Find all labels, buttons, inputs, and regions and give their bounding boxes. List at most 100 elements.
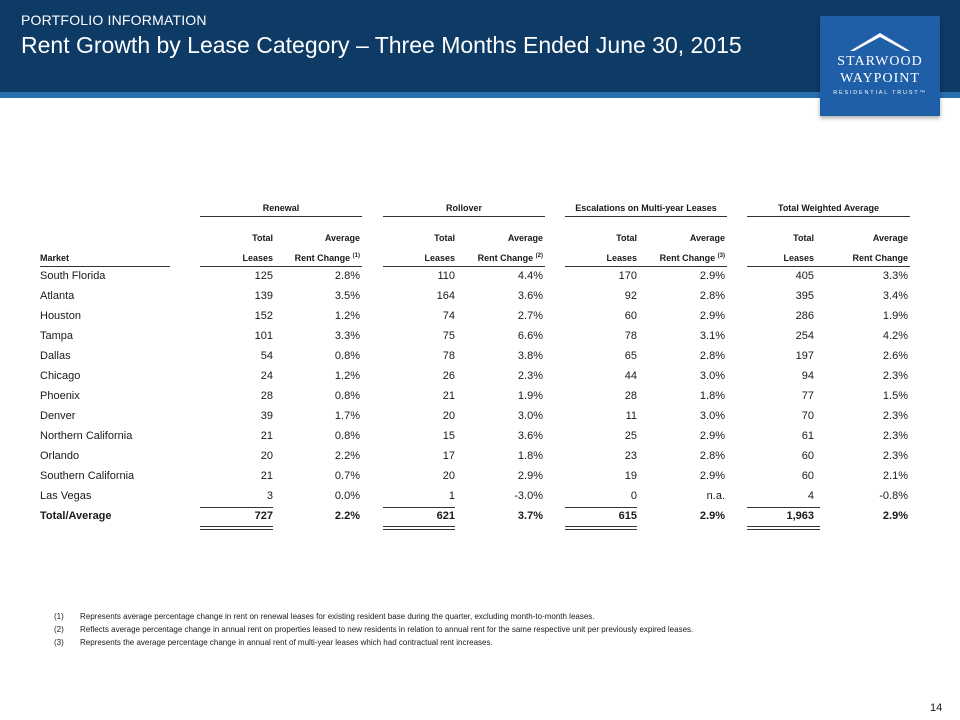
column-header-top: Average (872, 233, 908, 243)
table-cell: 1 (448, 490, 455, 502)
table-cell: 170 (618, 270, 637, 282)
column-header-top: Average (324, 233, 360, 243)
table-cell: 1.9% (517, 390, 543, 402)
footnote-number: (2) (54, 625, 64, 634)
table-cell: 70 (801, 410, 814, 422)
table-cell: 92 (624, 290, 637, 302)
table-cell: 21 (442, 390, 455, 402)
table-cell: 74 (442, 310, 455, 322)
table-cell: 3.6% (517, 430, 543, 442)
table-cell: 3.0% (699, 370, 725, 382)
market-name: Houston (40, 310, 81, 322)
table-cell: 75 (442, 330, 455, 342)
table-cell: 4.4% (517, 270, 543, 282)
column-header-bottom: Leases (173, 253, 273, 263)
market-name: Chicago (40, 370, 81, 382)
group-underline (200, 216, 362, 217)
table-cell: n.a. (706, 490, 725, 502)
table-cell: 54 (260, 350, 273, 362)
column-header-bottom: Leases (537, 253, 637, 263)
footnote-number: (3) (54, 638, 64, 647)
logo-line-3: RESIDENTIAL TRUST™ (833, 90, 927, 96)
roof-icon (850, 33, 910, 51)
total-single-underline (747, 507, 820, 508)
table-cell: 28 (624, 390, 637, 402)
footnote-text: Represents average percentage change in … (80, 612, 595, 621)
logo-line-2: WAYPOINT (840, 71, 920, 86)
page-number: 14 (930, 702, 943, 714)
group-header: Total Weighted Average (777, 203, 880, 213)
footnote-ref: (1) (352, 253, 360, 259)
column-header-bottom: Rent Change (808, 253, 908, 263)
table-cell: 0.7% (334, 470, 360, 482)
total-single-underline (200, 507, 273, 508)
group-header: Renewal (262, 203, 300, 213)
total-cell: 615 (618, 510, 637, 522)
table-cell: 2.3% (882, 410, 908, 422)
footnote-ref: (3) (717, 253, 725, 259)
table-cell: 2.9% (699, 270, 725, 282)
table-cell: 78 (442, 350, 455, 362)
table-cell: 101 (254, 330, 273, 342)
column-header-label: Rent Change (659, 253, 716, 263)
group-header: Rollover (445, 203, 482, 213)
column-header-bottom: Leases (355, 253, 455, 263)
footnote-text: Represents the average percentage change… (80, 638, 493, 647)
table-cell: 3.1% (699, 330, 725, 342)
table-cell: 3.5% (334, 290, 360, 302)
column-header-bottom: Rent Change (2) (443, 253, 543, 263)
total-cell: 2.9% (882, 510, 908, 522)
table-cell: 164 (436, 290, 455, 302)
column-header-label: Rent Change (294, 253, 351, 263)
table-cell: 77 (801, 390, 814, 402)
table-cell: 60 (624, 310, 637, 322)
table-cell: 395 (795, 290, 814, 302)
table-cell: 20 (442, 410, 455, 422)
table-cell: 25 (624, 430, 637, 442)
total-cell: 1,963 (786, 510, 814, 522)
table-cell: 0 (630, 490, 637, 502)
table-cell: 1.8% (517, 450, 543, 462)
market-name: Atlanta (40, 290, 75, 302)
column-header-label: Rent Change (852, 253, 908, 263)
header-underline (200, 266, 362, 267)
header-underline (747, 266, 910, 267)
total-double-underline (747, 526, 820, 530)
table-cell: 15 (442, 430, 455, 442)
header-bar (0, 0, 960, 92)
table-cell: 3.3% (882, 270, 908, 282)
table-cell: 19 (624, 470, 637, 482)
table-cell: 2.3% (882, 450, 908, 462)
column-header-top: Total (793, 233, 814, 243)
table-cell: 1.8% (699, 390, 725, 402)
table-cell: 2.7% (517, 310, 543, 322)
table-cell: 3.4% (882, 290, 908, 302)
table-cell: 254 (795, 330, 814, 342)
logo-line-1: STARWOOD (837, 54, 923, 69)
table-cell: 21 (260, 470, 273, 482)
table-cell: 2.9% (517, 470, 543, 482)
group-header: Escalations on Multi-year Leases (575, 203, 717, 213)
section-kicker: PORTFOLIO INFORMATION (21, 12, 207, 28)
table-cell: 21 (260, 430, 273, 442)
page-title: Rent Growth by Lease Category – Three Mo… (21, 32, 742, 58)
table-cell: 2.3% (882, 430, 908, 442)
table-cell: 2.9% (699, 470, 725, 482)
table-cell: 2.1% (882, 470, 908, 482)
table-cell: -0.8% (879, 490, 908, 502)
table-cell: 0.8% (334, 390, 360, 402)
table-cell: 2.3% (517, 370, 543, 382)
total-cell: 2.9% (699, 510, 725, 522)
column-header-label: Leases (606, 253, 637, 263)
table-cell: 17 (442, 450, 455, 462)
table-cell: 1.7% (334, 410, 360, 422)
market-name: Phoenix (40, 390, 80, 402)
table-cell: 23 (624, 450, 637, 462)
total-single-underline (383, 507, 455, 508)
table-cell: 125 (254, 270, 273, 282)
column-header-top: Total (252, 233, 273, 243)
market-name: Southern California (40, 470, 135, 482)
table-cell: 2.2% (334, 450, 360, 462)
total-single-underline (565, 507, 637, 508)
table-cell: 2.6% (882, 350, 908, 362)
